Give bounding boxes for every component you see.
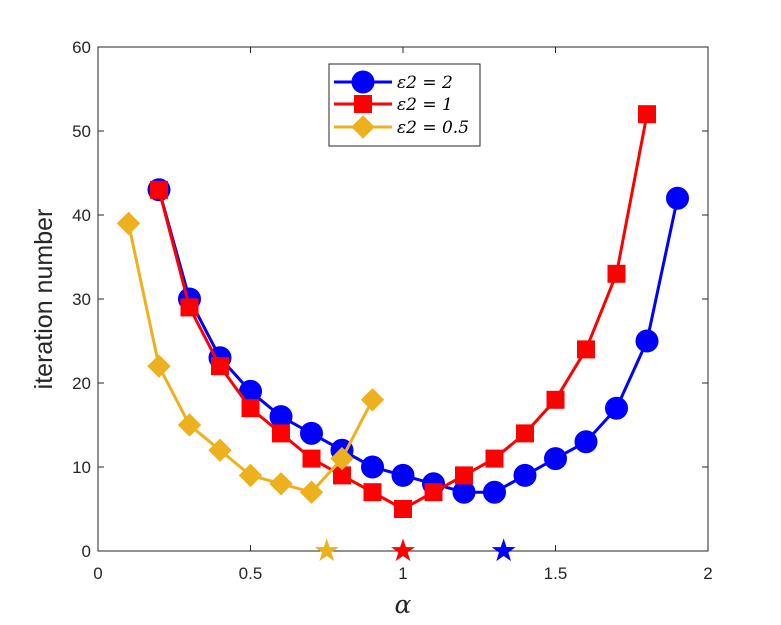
data-point — [607, 264, 626, 283]
data-point — [361, 455, 384, 479]
series-layer — [116, 105, 689, 518]
data-point — [147, 354, 171, 378]
data-point — [452, 480, 476, 504]
y-tick-label: 40 — [72, 206, 91, 225]
series-3 — [116, 211, 385, 504]
x-tick-label: 1.5 — [544, 564, 568, 583]
legend-label: ε2 = 0.5 — [397, 118, 469, 138]
data-point — [516, 424, 534, 443]
legend: ε2 = 2ε2 = 1 ε2 = 0.5 — [328, 63, 481, 147]
data-point — [116, 211, 141, 236]
legend-marker — [351, 70, 375, 94]
data-point — [211, 357, 229, 376]
y-tick-label: 60 — [72, 38, 91, 57]
x-tick-label: 1 — [398, 564, 407, 583]
data-point — [302, 449, 321, 468]
optimal-star — [491, 538, 516, 562]
data-point — [180, 298, 199, 317]
legend-entry: ε2 = 2 — [334, 70, 453, 94]
legend-marker — [351, 115, 375, 139]
data-point — [635, 329, 659, 353]
y-tick-label: 10 — [72, 458, 91, 477]
x-tick-label: 0.5 — [239, 564, 263, 583]
data-point — [208, 438, 232, 462]
legend-label: ε2 = 2 — [397, 73, 453, 93]
data-point — [577, 340, 595, 359]
x-tick-label: 0 — [93, 564, 102, 583]
data-point — [666, 186, 689, 210]
data-point — [574, 430, 598, 454]
data-point — [269, 472, 293, 496]
y-axis-label: iteration number — [30, 209, 58, 390]
data-point — [544, 447, 567, 471]
data-point — [363, 483, 382, 502]
data-point — [483, 480, 506, 504]
data-point — [238, 463, 263, 488]
data-point — [455, 466, 473, 485]
y-tick-label: 20 — [72, 374, 91, 393]
data-point — [177, 413, 202, 437]
legend-entry: ε2 = 1 — [334, 95, 453, 115]
data-point — [360, 388, 385, 412]
data-point — [485, 449, 504, 468]
data-point — [330, 446, 354, 471]
x-axis-label: α — [395, 590, 412, 619]
data-point — [241, 399, 260, 418]
optimal-star — [391, 538, 415, 562]
data-point — [513, 463, 537, 487]
data-point — [272, 424, 290, 443]
data-point — [150, 180, 168, 199]
data-point — [391, 463, 415, 487]
data-point — [638, 105, 656, 124]
optimal-markers — [314, 538, 516, 562]
y-tick-label: 30 — [72, 290, 91, 309]
data-point — [269, 405, 293, 429]
legend-label: ε2 = 1 — [397, 95, 453, 115]
data-point — [394, 500, 412, 518]
series-2 — [150, 105, 656, 518]
data-point — [424, 483, 443, 502]
y-tick-label: 0 — [82, 542, 91, 561]
optimal-star — [314, 538, 339, 562]
data-point — [546, 390, 565, 409]
legend-marker — [354, 95, 372, 113]
legend-entry: ε2 = 0.5 — [334, 115, 469, 139]
x-tick-label: 2 — [703, 564, 712, 583]
data-point — [299, 480, 324, 504]
data-point — [300, 421, 323, 445]
data-point — [605, 396, 628, 420]
y-tick-label: 50 — [72, 122, 91, 141]
